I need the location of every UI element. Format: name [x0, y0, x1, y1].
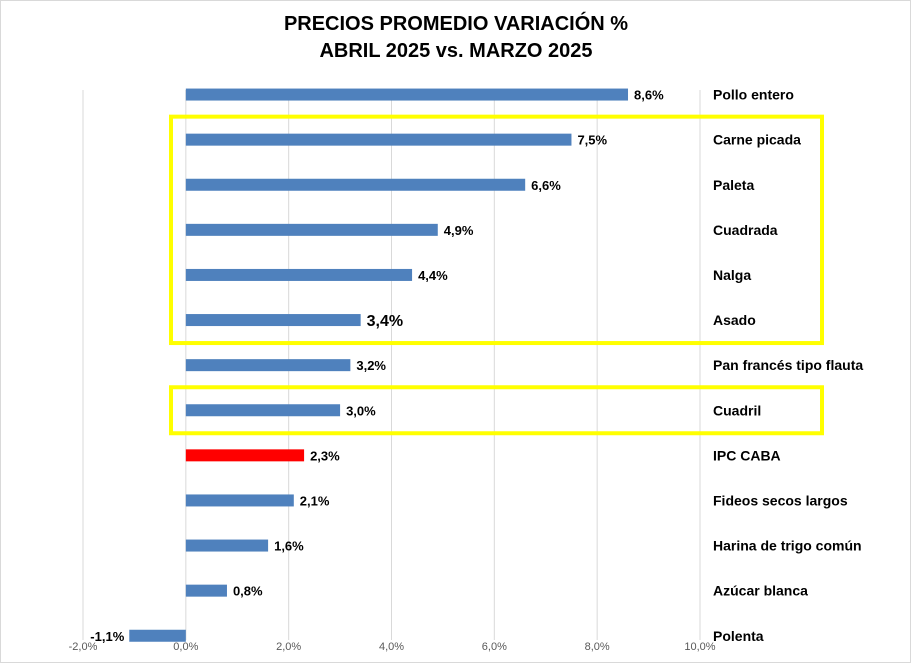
bar-cuadril: [185, 404, 341, 417]
category-label-fideos-secos-largos: Fideos secos largos: [713, 492, 848, 508]
chart-title-line-2: ABRIL 2025 vs. MARZO 2025: [319, 40, 592, 62]
highlight-box-1: [169, 114, 824, 346]
x-tick-label: 4,0%: [379, 641, 404, 653]
category-label-asado: Asado: [713, 312, 756, 328]
category-label-ipc-caba: IPC CABA: [713, 447, 781, 463]
bars: [129, 88, 629, 642]
value-label-ipc-caba: 2,3%: [310, 448, 340, 463]
value-label-asado: 3,4%: [367, 313, 403, 330]
category-label-carne-picada: Carne picada: [713, 132, 801, 148]
category-label-cuadril: Cuadril: [713, 402, 761, 418]
x-tick-label: 6,0%: [482, 641, 507, 653]
value-label-polenta: -1,1%: [90, 629, 124, 644]
category-label-nalga: Nalga: [713, 267, 751, 283]
value-label-harina-de-trigo-comun: 1,6%: [274, 539, 304, 554]
category-label-paleta: Paleta: [713, 177, 754, 193]
x-tick-label: -2,0%: [69, 641, 98, 653]
bar-cuadrada: [185, 223, 438, 236]
category-label-azucar-blanca: Azúcar blanca: [713, 583, 808, 599]
bar-azucar-blanca: [185, 584, 227, 597]
bar-harina-de-trigo-comun: [185, 539, 269, 552]
category-labels: Pollo entero Carne picada Paleta Cuadrada Na…: [713, 87, 863, 644]
value-label-fideos-secos-largos: 2,1%: [300, 493, 330, 508]
category-label-pollo-entero: Pollo entero: [713, 87, 794, 103]
x-tick-label: 10,0%: [684, 641, 715, 653]
category-label-harina-de-trigo-comun: Harina de trigo común: [713, 538, 862, 554]
category-label-cuadrada: Cuadrada: [713, 222, 778, 238]
category-label-pan-frances-tipo-flauta: Pan francés tipo flauta: [713, 357, 863, 373]
x-tick-label: 2,0%: [276, 641, 301, 653]
bar-polenta: [129, 629, 186, 642]
chart-title-line-1: PRECIOS PROMEDIO VARIACIÓN %: [284, 11, 628, 35]
category-label-polenta: Polenta: [713, 628, 764, 644]
bar-paleta: [185, 178, 526, 191]
value-label-pan-frances-tipo-flauta: 3,2%: [356, 358, 386, 373]
bar-pan-frances-tipo-flauta: [185, 359, 351, 372]
x-axis-tick-labels: -2,0% 0,0% 2,0% 4,0% 6,0% 8,0% 10,0%: [69, 641, 716, 653]
bar-pollo-entero: [185, 88, 629, 101]
bar-ipc-caba: [185, 449, 305, 462]
gridlines: [82, 90, 701, 640]
bar-asado: [185, 314, 361, 327]
value-label-carne-picada: 7,5%: [577, 133, 607, 148]
bar-fideos-secos-largos: [185, 494, 294, 507]
value-label-paleta: 6,6%: [531, 178, 561, 193]
value-labels: 8,6% 7,5% 6,6% 4,9% 4,4% 3,4% 3,2% 3,0% 2,3% 2,1%…: [90, 88, 664, 644]
bar-nalga: [185, 268, 413, 281]
highlight-boxes: [169, 114, 824, 436]
x-tick-label: 8,0%: [585, 641, 610, 653]
highlight-box-2: [169, 385, 824, 436]
x-tick-label: 0,0%: [173, 641, 198, 653]
value-label-nalga: 4,4%: [418, 268, 448, 283]
bar-carne-picada: [185, 133, 572, 146]
value-label-azucar-blanca: 0,8%: [233, 584, 263, 599]
value-label-cuadril: 3,0%: [346, 403, 376, 418]
value-label-pollo-entero: 8,6%: [634, 88, 664, 103]
value-label-cuadrada: 4,9%: [444, 223, 474, 238]
